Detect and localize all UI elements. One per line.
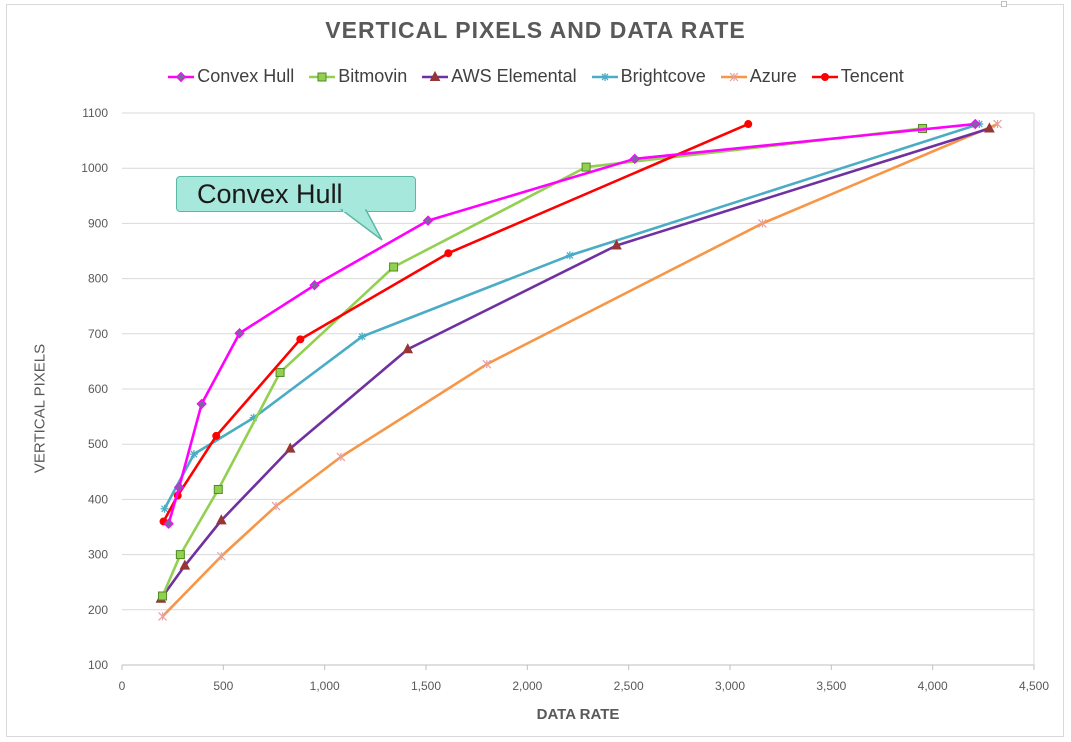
gridlines <box>122 112 1035 665</box>
data-point <box>336 452 346 462</box>
data-point <box>160 504 169 513</box>
legend-label: Convex Hull <box>197 66 295 86</box>
x-tick-label: 3,500 <box>816 679 846 693</box>
legend-marker <box>429 70 441 81</box>
series-bitmovin <box>158 123 928 601</box>
data-point <box>402 343 414 354</box>
legend-item: Tencent <box>811 66 904 87</box>
data-point <box>970 118 981 130</box>
data-point <box>744 120 753 129</box>
data-point <box>444 249 453 258</box>
legend-swatch <box>422 70 449 81</box>
data-point <box>611 239 622 250</box>
data-point <box>271 501 281 511</box>
data-point <box>163 518 174 529</box>
legend-swatch <box>309 72 336 81</box>
y-tick-label: 1100 <box>82 106 108 120</box>
y-ticks: 100 200 300 400 500 600 700 800 900 1000 1100 <box>81 106 108 672</box>
x-ticks: 0 500 1,000 1,500 2,000 2,500 3,000 3,500 4,000 4… <box>119 665 1049 693</box>
data-point <box>629 153 640 165</box>
x-tick-label: 1,000 <box>310 679 340 693</box>
y-tick-label: 500 <box>88 437 108 451</box>
chart-title: VERTICAL PIXELS AND DATA RATE <box>325 17 746 43</box>
annotation-callout: Convex Hull <box>176 176 416 212</box>
legend-swatch <box>168 71 195 82</box>
series-convex-hull <box>163 118 981 529</box>
data-point <box>249 413 258 422</box>
series-brightcove <box>160 120 984 513</box>
annotation-text: Convex Hull <box>197 179 343 209</box>
data-point <box>175 550 185 560</box>
x-tick-label: 2,500 <box>614 679 644 693</box>
data-point <box>212 431 221 440</box>
data-point <box>196 398 207 410</box>
y-tick-label: 900 <box>88 216 108 230</box>
legend-item: Convex Hull <box>167 66 294 87</box>
legend-label: Bitmovin <box>338 66 408 86</box>
data-point <box>389 262 399 272</box>
y-tick-label: 300 <box>88 548 108 562</box>
y-tick-label: 100 <box>88 658 108 672</box>
data-point <box>565 251 574 260</box>
y-tick-label: 400 <box>88 492 108 506</box>
y-tick-label: 1000 <box>81 161 108 175</box>
legend: Convex Hull Bitmovin AWS Elemental Brightco… <box>0 66 1071 87</box>
y-tick-label: 600 <box>88 382 108 396</box>
data-point <box>284 442 296 453</box>
legend-label: AWS Elemental <box>451 66 577 86</box>
frame-handle <box>1001 1 1007 7</box>
series-line <box>167 122 976 525</box>
data-point <box>189 450 198 459</box>
legend-marker <box>175 71 187 82</box>
legend-item: Azure <box>720 66 797 87</box>
data-point <box>213 484 223 494</box>
legend-item: AWS Elemental <box>421 66 577 87</box>
series-azure <box>158 119 1002 621</box>
data-point <box>758 218 767 228</box>
legend-label: Tencent <box>840 66 904 86</box>
x-tick-label: 3,000 <box>715 679 745 693</box>
y-axis-title: VERTICAL PIXELS <box>31 343 49 474</box>
chart-frame <box>6 4 1064 737</box>
legend-label: Brightcove <box>620 66 706 86</box>
x-axis-title: DATA RATE <box>536 706 620 723</box>
data-point <box>179 559 191 570</box>
data-point <box>984 122 995 133</box>
data-point <box>482 359 492 369</box>
x-tick-label: 0 <box>119 679 126 693</box>
data-point <box>158 611 167 621</box>
series-line <box>163 122 980 510</box>
legend-swatch <box>720 72 747 81</box>
legend-item: Bitmovin <box>308 66 407 87</box>
data-point <box>358 332 367 341</box>
x-tick-label: 2,000 <box>512 679 542 693</box>
legend-swatch <box>591 72 618 81</box>
legend-marker <box>600 72 609 81</box>
data-point <box>215 514 227 525</box>
data-point <box>234 328 245 339</box>
x-tick-label: 4,500 <box>1019 679 1049 693</box>
legend-swatch <box>811 72 838 81</box>
y-tick-label: 200 <box>88 603 108 617</box>
legend-marker <box>820 72 829 81</box>
legend-marker <box>317 72 327 81</box>
data-point <box>216 551 226 561</box>
data-point <box>309 280 320 291</box>
data-point <box>158 591 168 601</box>
legend-marker <box>729 72 739 81</box>
x-tick-label: 4,000 <box>918 679 948 693</box>
data-point <box>993 119 1002 129</box>
y-tick-label: 800 <box>88 272 108 286</box>
legend-item: Brightcove <box>591 66 706 87</box>
data-point <box>275 367 285 377</box>
x-tick-label: 500 <box>213 679 233 693</box>
y-tick-label: 700 <box>88 327 108 341</box>
x-tick-label: 1,500 <box>411 679 441 693</box>
data-point <box>422 215 434 226</box>
data-point <box>296 335 305 344</box>
data-point <box>581 162 591 172</box>
legend-label: Azure <box>749 66 797 86</box>
data-point <box>173 482 185 493</box>
